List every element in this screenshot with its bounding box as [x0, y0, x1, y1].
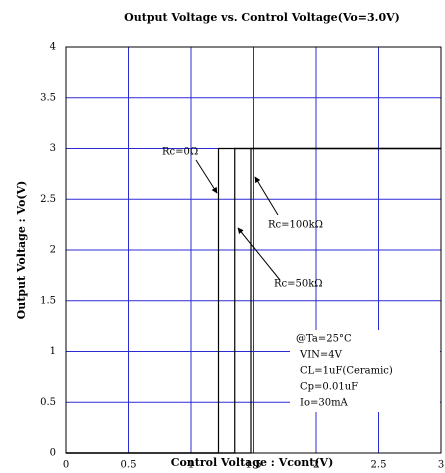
- chart-title: Output Voltage vs. Control Voltage(Vo=3.…: [124, 11, 400, 24]
- annotation-arrow: [254, 176, 279, 216]
- x-tick-label: 0.5: [121, 460, 137, 471]
- y-tick-label: 3.5: [40, 92, 56, 103]
- x-tick-label: 3: [438, 460, 444, 471]
- annotation: Cp=0.01uF: [300, 382, 358, 393]
- x-axis-label: Control Voltage : Vcont(V): [171, 456, 334, 469]
- y-tick-label: 0.5: [40, 397, 56, 408]
- x-tick-label: 2: [313, 460, 319, 471]
- annotation-arrow: [195, 159, 218, 194]
- annotation: VIN=4V: [299, 350, 343, 361]
- annotation-arrow: [237, 227, 281, 281]
- x-tick-label: 1.5: [246, 460, 262, 471]
- annotation: @Ta=25°C: [296, 334, 352, 345]
- x-tick-label: 0: [63, 460, 69, 471]
- y-tick-label: 1: [50, 346, 56, 357]
- series-line: [66, 147, 441, 454]
- y-tick-label: 2.5: [40, 194, 56, 205]
- series-label: Rc=50kΩ: [274, 279, 323, 290]
- plot-frame: [65, 46, 442, 454]
- y-tick-label: 0: [50, 448, 56, 459]
- info-box: [290, 330, 440, 412]
- series-label: Rc=100kΩ: [268, 220, 323, 231]
- annotation: Io=30mA: [300, 398, 349, 409]
- annotation: CL=1uF(Ceramic): [300, 366, 393, 377]
- y-tick-label: 3: [50, 143, 56, 154]
- x-tick-label: 2.5: [371, 460, 387, 471]
- x-tick-label: 1: [188, 460, 194, 471]
- y-tick-label: 4: [50, 42, 56, 53]
- y-tick-label: 1.5: [40, 295, 56, 306]
- y-axis-label: Output Voltage : Vo(V): [15, 181, 28, 320]
- series-label: Rc=0Ω: [162, 147, 198, 158]
- y-tick-label: 2: [50, 245, 56, 256]
